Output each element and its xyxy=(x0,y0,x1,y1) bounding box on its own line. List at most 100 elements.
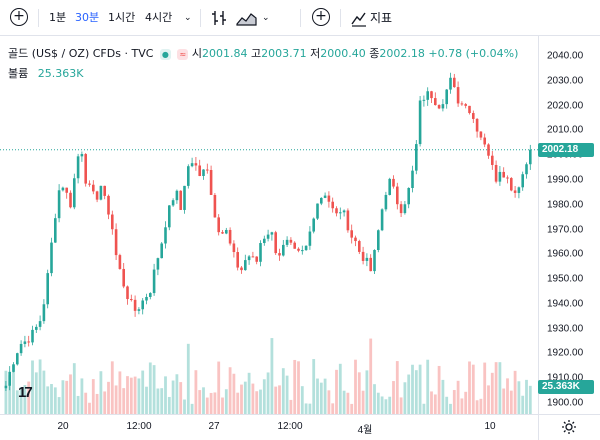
candle-body xyxy=(57,190,61,219)
candle-body xyxy=(380,209,384,231)
time-axis[interactable]: 20 12:00 27 12:00 4월 10 xyxy=(0,414,538,440)
candle-body xyxy=(202,169,205,176)
volume-bar xyxy=(335,369,338,414)
candle-body xyxy=(107,195,110,215)
volume-bar xyxy=(399,397,403,414)
volume-bar xyxy=(475,400,479,414)
price-tick-label: 1980.00 xyxy=(547,199,584,211)
candle-body xyxy=(399,204,403,214)
candle-body xyxy=(61,187,65,191)
time-tick-label: 10 xyxy=(484,421,496,432)
compare-button[interactable]: + xyxy=(312,8,330,26)
volume-bar xyxy=(293,359,297,414)
candle-body xyxy=(498,171,502,182)
candle-body xyxy=(449,77,452,90)
close-value: 2002.18 xyxy=(379,47,425,60)
volume-bar xyxy=(456,380,460,414)
candle-body xyxy=(126,286,129,300)
candle-body xyxy=(221,232,224,234)
price-tick-label: 1950.00 xyxy=(547,273,584,285)
candle-body xyxy=(453,77,456,88)
candle-body xyxy=(228,229,232,244)
candle-body xyxy=(384,194,388,210)
indicators-icon[interactable] xyxy=(350,9,368,27)
volume-bar xyxy=(50,384,53,414)
close-label: 종 xyxy=(369,47,380,60)
volume-bar xyxy=(285,375,289,414)
candle-body xyxy=(247,256,251,261)
candle-body xyxy=(76,156,80,179)
volume-bar xyxy=(357,372,361,414)
candle-body xyxy=(213,194,217,218)
add-symbol-button[interactable]: + xyxy=(10,8,28,26)
candle-body xyxy=(301,250,304,252)
price-axis[interactable]: 2040.002030.002020.002010.002000.001990.… xyxy=(538,36,600,414)
chevron-down-icon[interactable]: ⌄ xyxy=(262,13,270,23)
chevron-down-icon[interactable]: ⌄ xyxy=(184,13,192,23)
candle-body xyxy=(255,256,258,262)
volume-bar xyxy=(392,381,395,414)
interval-1m[interactable]: 1분 xyxy=(49,11,67,24)
candle-body xyxy=(369,257,372,272)
area-chart-icon[interactable] xyxy=(236,9,258,27)
volume-bar xyxy=(186,343,190,414)
candle-body xyxy=(316,203,319,219)
volume-bar xyxy=(198,390,202,414)
volume-bar xyxy=(202,387,205,414)
volume-bar xyxy=(221,397,224,414)
candle-body xyxy=(88,183,91,185)
candle-body xyxy=(122,268,125,287)
interval-30m[interactable]: 30분 xyxy=(75,11,100,24)
volume-bar xyxy=(380,396,384,414)
interval-1h[interactable]: 1시간 xyxy=(108,11,136,24)
candle-body xyxy=(84,154,87,184)
candle-body xyxy=(377,230,380,251)
open-label: 시 xyxy=(191,47,203,60)
candle-body xyxy=(137,309,141,311)
candle-body xyxy=(282,244,285,256)
candle-body xyxy=(460,103,464,105)
volume-bars xyxy=(4,338,532,414)
symbol-name[interactable]: 골드 (US$ / OZ) xyxy=(8,47,90,60)
volume-bar xyxy=(441,379,445,414)
candle-body xyxy=(65,187,68,193)
volume-bar xyxy=(376,392,380,414)
volume-bar xyxy=(46,386,50,414)
volume-bar xyxy=(190,403,194,414)
volume-bar xyxy=(289,399,293,414)
volume-bar xyxy=(365,370,369,414)
candle-body xyxy=(491,155,494,165)
candle-body xyxy=(270,232,274,235)
volume-bar xyxy=(141,370,145,414)
candle-body xyxy=(479,131,483,138)
low-label: 저 xyxy=(310,47,321,60)
candle-body xyxy=(517,187,521,193)
volume-bar xyxy=(411,364,414,414)
candle-body xyxy=(407,188,410,205)
volume-bar xyxy=(464,391,468,414)
candle-body xyxy=(396,186,399,205)
candle-body xyxy=(510,178,513,191)
volume-bar xyxy=(126,376,129,414)
indicators-button[interactable]: 지표 xyxy=(370,11,393,25)
price-tick-label: 1990.00 xyxy=(547,174,584,186)
bar-style-icon[interactable] xyxy=(210,9,228,27)
price-chart[interactable] xyxy=(0,36,538,414)
interval-4h[interactable]: 4시간 xyxy=(145,11,173,24)
gear-icon[interactable] xyxy=(561,419,577,435)
legend-volume-row: 볼륨 25.363K xyxy=(8,64,518,84)
candle-body xyxy=(99,185,103,200)
volume-bar xyxy=(479,398,483,414)
volume-bar xyxy=(255,391,259,414)
candle-body xyxy=(487,144,490,156)
volume-label: 볼륨 xyxy=(8,67,29,80)
volume-bar xyxy=(110,361,114,414)
candle-body xyxy=(54,218,57,243)
volume-bar xyxy=(403,382,407,414)
volume-bar xyxy=(8,375,12,414)
price-tick-label: 1940.00 xyxy=(547,298,584,310)
candle-body xyxy=(392,178,395,187)
price-tick-label: 1930.00 xyxy=(547,323,584,335)
volume-bar xyxy=(407,374,411,414)
price-tick-label: 1920.00 xyxy=(547,347,584,359)
